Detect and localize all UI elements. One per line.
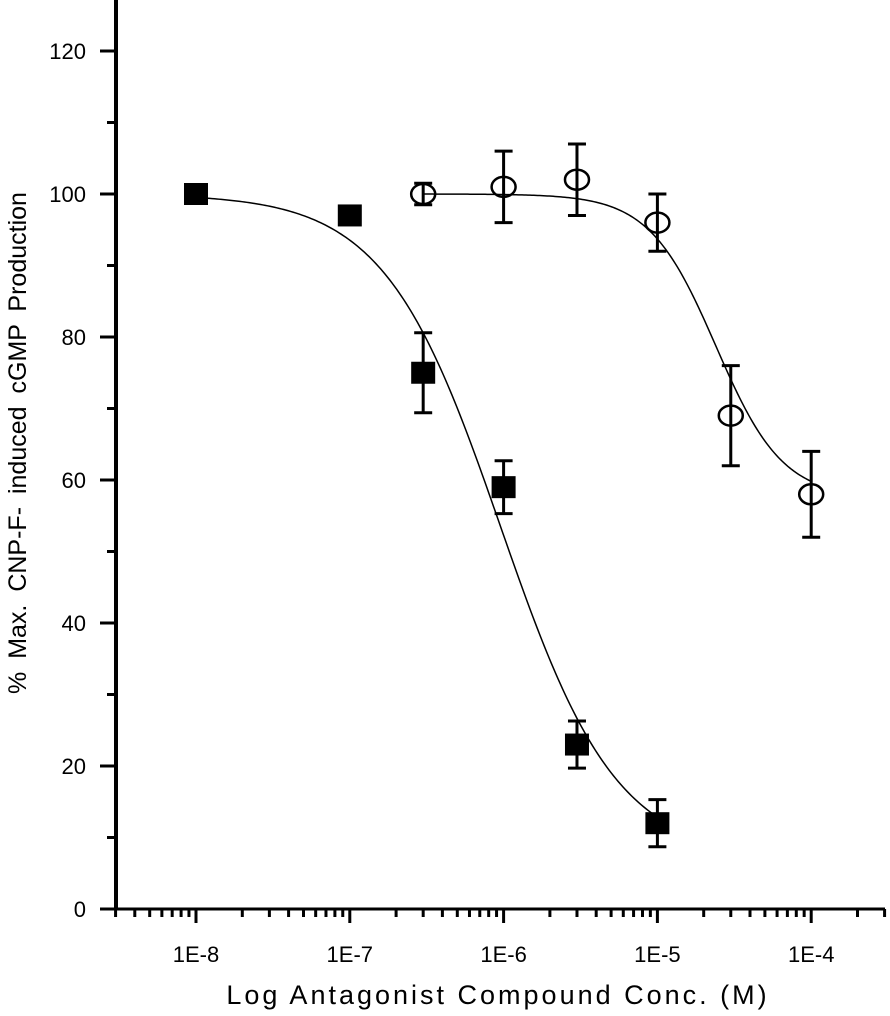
fit-curves [195, 193, 812, 818]
square-marker [491, 476, 516, 499]
y-tick-label: 100 [49, 182, 86, 207]
circle-marker [717, 404, 745, 427]
x-tick-label: 1E-7 [327, 942, 373, 967]
x-tick-label: 1E-6 [480, 942, 526, 967]
x-tick-label: 1E-8 [173, 942, 219, 967]
square-marker [411, 361, 436, 384]
data-point-filled-squares [337, 204, 362, 227]
data-point-filled-squares [645, 798, 670, 849]
circle-marker [490, 175, 517, 199]
y-tick-label: 40 [62, 611, 86, 636]
circle-marker [409, 182, 437, 206]
data-point-open-circles [717, 364, 745, 468]
data-point-filled-squares [411, 331, 436, 415]
data-point-open-circles [409, 181, 437, 207]
y-tick-label: 0 [74, 897, 86, 922]
y-axis-title: % Max. CNP-F- induced cGMP Production [4, 192, 32, 694]
axes: 0 20 40 60 80 100 120 1E-8 1E-7 1E-6 1E-5 1E-4 [49, 0, 887, 967]
circle-marker [563, 168, 591, 191]
y-tick-label: 60 [62, 468, 86, 493]
y-tick-label: 120 [49, 39, 86, 64]
data-markers [184, 142, 825, 849]
square-marker [645, 812, 670, 835]
data-point-filled-squares [491, 459, 516, 516]
x-tick-label: 1E-4 [788, 942, 834, 967]
square-marker [184, 183, 208, 205]
y-tick-label: 80 [62, 325, 86, 350]
y-tick-label: 20 [62, 754, 86, 779]
fit-curve-filled-squares [195, 196, 658, 818]
data-point-open-circles [797, 449, 825, 539]
circle-marker [797, 483, 825, 506]
data-point-open-circles [563, 142, 591, 217]
data-point-filled-squares [184, 183, 208, 205]
circle-marker [644, 211, 671, 234]
data-point-filled-squares [564, 719, 589, 770]
fit-curve-open-circles [423, 193, 812, 483]
x-axis-title: Log Antagonist Compound Conc. (M) [226, 980, 769, 1010]
data-point-open-circles [490, 149, 517, 225]
data-point-open-circles [644, 192, 671, 253]
square-marker [564, 733, 589, 756]
square-marker [337, 204, 362, 227]
x-tick-label: 1E-5 [634, 942, 680, 967]
